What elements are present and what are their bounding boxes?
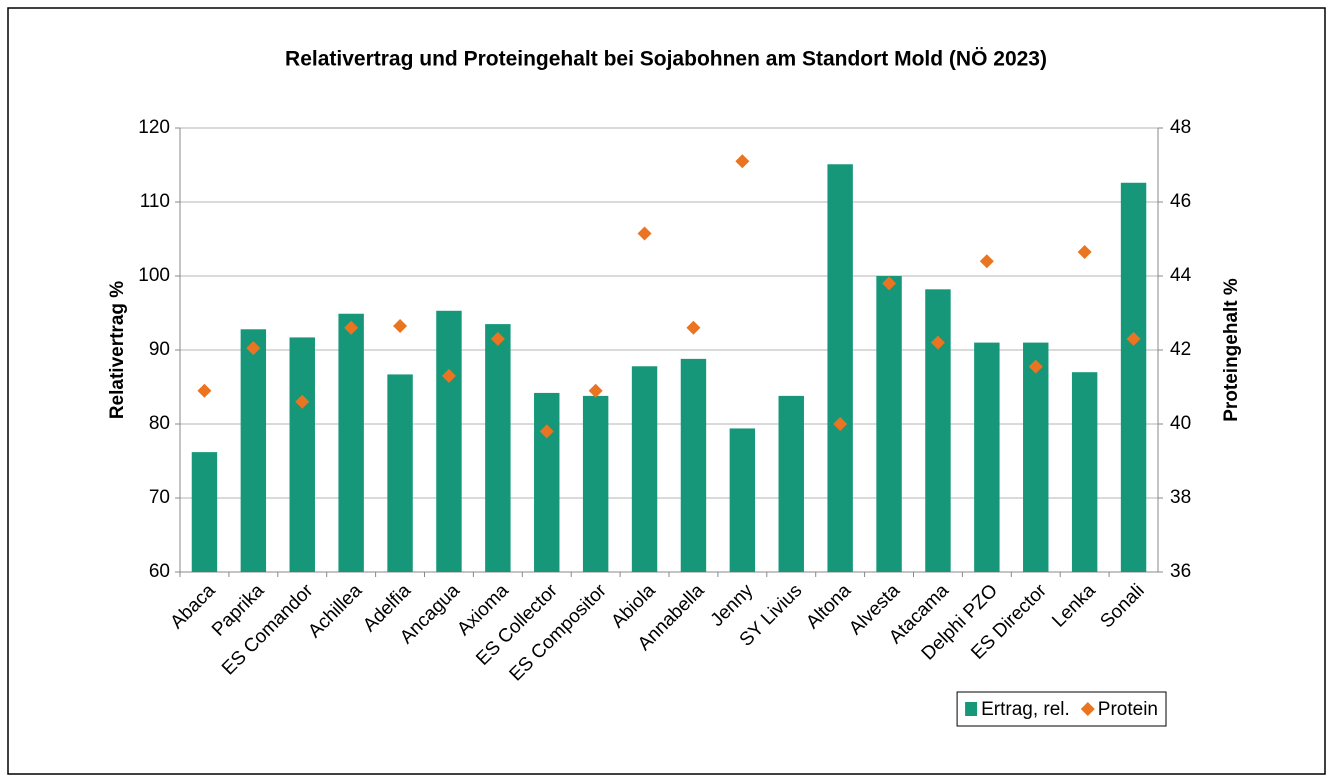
point (637, 226, 652, 241)
point (930, 335, 945, 350)
bar (827, 164, 853, 572)
legend-label: Protein (1098, 699, 1158, 720)
point (1126, 331, 1141, 346)
point (686, 320, 701, 335)
bar (1023, 342, 1049, 572)
point (735, 154, 750, 169)
y2-tick-label: 40 (1170, 413, 1191, 434)
bar (1120, 182, 1147, 572)
y-tick-label: 120 (138, 117, 170, 138)
bar (925, 289, 951, 572)
point (882, 276, 897, 291)
legend-symbol (1080, 702, 1095, 716)
legend: Ertrag, rel. Protein (956, 691, 1167, 727)
y-tick-label: 60 (149, 561, 170, 582)
point (1077, 244, 1092, 259)
bar (485, 324, 511, 572)
y2-tick-label: 46 (1170, 191, 1191, 212)
bar (436, 310, 462, 572)
bar (876, 276, 902, 572)
point (441, 368, 456, 383)
bar (534, 392, 560, 572)
point (295, 394, 310, 409)
chart-border (7, 7, 1326, 775)
point (539, 424, 554, 439)
bar (387, 374, 413, 572)
point (1028, 359, 1043, 374)
point (344, 320, 359, 335)
chart-title: Relativertrag und Proteingehalt bei Soja… (285, 48, 1047, 71)
bar (289, 337, 315, 572)
y-tick-label: 90 (149, 339, 170, 360)
y-tick-label: 100 (138, 265, 170, 286)
y2-tick-label: 42 (1170, 339, 1191, 360)
bar (680, 358, 707, 572)
point (490, 331, 505, 346)
bar (191, 452, 218, 572)
bar (338, 313, 364, 572)
bar (974, 342, 1000, 572)
y-tick-label: 70 (149, 487, 170, 508)
y-axis-label: Relativertrag % (107, 281, 128, 419)
y-tick-label: 80 (149, 413, 170, 434)
bar (631, 366, 658, 572)
y2-tick-label: 44 (1170, 265, 1192, 286)
point (197, 383, 212, 398)
y-tick-label: 110 (140, 191, 170, 212)
bar (729, 428, 756, 572)
point (833, 417, 848, 431)
legend-label: Ertrag, rel. (981, 699, 1070, 720)
legend-box (956, 691, 1167, 727)
bar (240, 329, 267, 572)
point (588, 383, 603, 398)
bar (1071, 372, 1098, 572)
point (393, 318, 408, 333)
y2-axis-label: Proteingehalt % (1221, 278, 1242, 422)
bar (582, 395, 609, 572)
point (979, 254, 994, 269)
y2-tick-label: 36 (1170, 561, 1191, 582)
point (246, 341, 261, 356)
bar (778, 395, 804, 572)
y2-tick-label: 38 (1170, 487, 1191, 508)
y2-tick-label: 48 (1170, 117, 1191, 138)
legend-symbol (965, 702, 978, 716)
